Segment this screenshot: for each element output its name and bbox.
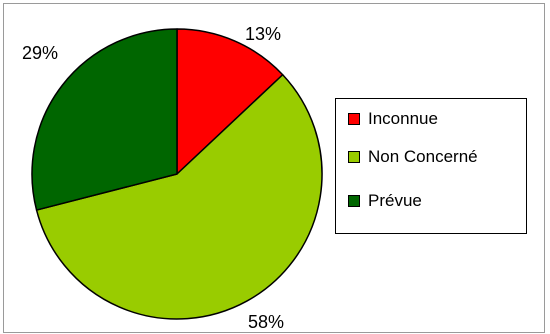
pie-slices bbox=[31, 28, 323, 320]
slice-label-non-concerne: 58% bbox=[248, 312, 284, 332]
pie-labels: 13% 58% 29% bbox=[22, 24, 284, 332]
legend-item-prevue: Prévue bbox=[348, 179, 526, 223]
slice-label-inconnue: 13% bbox=[245, 24, 281, 44]
legend-label-prevue: Prévue bbox=[368, 191, 422, 210]
legend-swatch-prevue bbox=[348, 195, 360, 207]
pie-slice-inconnue bbox=[176, 28, 284, 175]
slice-label-prevue: 29% bbox=[22, 43, 58, 63]
legend-swatch-non-concerne bbox=[348, 151, 360, 163]
legend-swatch-inconnue bbox=[348, 113, 360, 125]
legend-label-non-concerne: Non Concerné bbox=[368, 147, 478, 166]
pie-slice-non-concerne bbox=[35, 73, 323, 320]
pie-slice-prevue bbox=[31, 28, 178, 211]
legend-label-inconnue: Inconnue bbox=[368, 109, 438, 128]
chart-legend: Inconnue Non Concerné Prévue bbox=[335, 98, 527, 234]
legend-item-inconnue: Inconnue bbox=[348, 103, 526, 135]
legend-item-non-concerne: Non Concerné bbox=[348, 135, 526, 179]
